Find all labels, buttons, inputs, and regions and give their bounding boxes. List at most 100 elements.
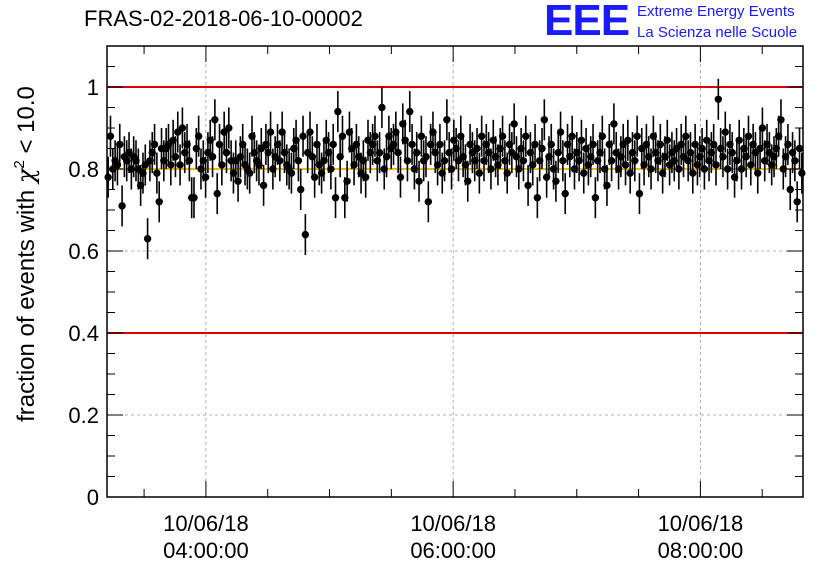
- data-point: [552, 177, 560, 185]
- data-point: [744, 132, 753, 140]
- data-point: [211, 116, 219, 124]
- logo-line-2: La Scienza nelle Scuole: [637, 24, 798, 41]
- data-point: [266, 128, 275, 136]
- data-point: [561, 189, 569, 198]
- data-point: [568, 132, 576, 140]
- data-point: [375, 148, 384, 157]
- data-point: [118, 202, 126, 210]
- data-point: [408, 140, 416, 149]
- data-point: [714, 95, 723, 104]
- data-point: [143, 235, 152, 243]
- data-point: [167, 161, 175, 169]
- data-point: [475, 169, 484, 177]
- data-point: [415, 177, 423, 185]
- x-tick-label-time: 06:00:00: [410, 538, 496, 563]
- data-point: [417, 132, 426, 140]
- data-point: [503, 169, 511, 177]
- data-point: [675, 165, 683, 173]
- data-point: [155, 198, 163, 206]
- data-point: [473, 144, 481, 153]
- data-point: [728, 148, 736, 157]
- data-point: [106, 132, 115, 140]
- data-point: [498, 132, 507, 140]
- data-point: [510, 120, 518, 128]
- y-tick-label: 0: [87, 485, 99, 510]
- data-point: [327, 165, 335, 173]
- data-point: [610, 120, 618, 128]
- data-point: [371, 132, 379, 140]
- data-point: [647, 165, 655, 173]
- y-tick-label: 0.4: [68, 321, 99, 346]
- eee-logo: EEE Extreme Energy Events La Scienza nel…: [540, 0, 830, 48]
- data-point: [580, 169, 588, 177]
- plot-frame: [106, 45, 804, 498]
- data-point: [719, 153, 727, 161]
- data-point: [287, 169, 296, 177]
- data-point: [276, 157, 284, 165]
- x-tick-label-time: 08:00:00: [658, 538, 744, 563]
- eee-logo-mark: EEE: [544, 0, 630, 45]
- data-point: [689, 169, 697, 177]
- data-point: [259, 181, 268, 190]
- data-point: [201, 173, 210, 181]
- data-point: [185, 157, 194, 165]
- data-point: [531, 140, 539, 149]
- y-axis-label-sup: 2: [11, 160, 28, 168]
- y-axis-label-suffix: < 10.0: [13, 86, 40, 160]
- data-point: [150, 140, 159, 149]
- data-point: [436, 140, 444, 149]
- data-point: [798, 169, 806, 177]
- data-point: [786, 185, 794, 194]
- data-point: [334, 107, 342, 116]
- data-point: [633, 132, 641, 140]
- x-axis-ticks: 10/06/1804:00:0010/06/1806:00:0010/06/18…: [143, 46, 763, 563]
- data-point: [522, 132, 530, 140]
- data-point: [524, 181, 532, 190]
- data-point: [297, 185, 305, 194]
- data-point: [422, 153, 430, 161]
- data-point: [754, 169, 762, 177]
- data-point: [464, 177, 472, 185]
- data-point: [225, 124, 233, 132]
- data-point: [104, 173, 112, 181]
- data-point: [178, 124, 187, 132]
- y-tick-label: 0.6: [68, 239, 99, 264]
- data-point: [176, 161, 184, 169]
- x-tick-label-date: 10/06/18: [658, 511, 744, 536]
- data-point: [624, 136, 632, 144]
- data-point: [556, 128, 565, 136]
- data-point: [299, 132, 307, 140]
- data-point: [598, 132, 607, 140]
- grid-lines: [107, 46, 803, 497]
- data-point: [222, 148, 231, 157]
- data-point: [656, 140, 665, 149]
- logo-line-1: Extreme Energy Events: [637, 3, 795, 20]
- data-point: [777, 116, 785, 124]
- data-point: [538, 144, 546, 153]
- data-point: [477, 132, 486, 140]
- data-point: [153, 169, 161, 177]
- data-point: [331, 194, 340, 202]
- data-point: [213, 189, 221, 198]
- data-point: [234, 177, 242, 185]
- data-point: [338, 132, 347, 140]
- data-point: [208, 153, 217, 161]
- reference-lines: [107, 86, 803, 334]
- data-point: [721, 128, 729, 136]
- data-point: [116, 140, 124, 149]
- data-point: [712, 161, 720, 169]
- y-tick-label: 0.2: [68, 403, 99, 428]
- data-point: [589, 140, 597, 149]
- y-tick-label: 0.8: [68, 157, 99, 182]
- data-point: [603, 181, 611, 190]
- data-point: [294, 157, 303, 165]
- chart-title: FRAS-02-2018-06-10-00002: [84, 6, 363, 31]
- data-point: [682, 132, 690, 140]
- y-axis-label-symbol: χ: [12, 167, 40, 185]
- data-point: [406, 107, 414, 116]
- data-point: [447, 165, 456, 173]
- y-axis-label-prefix: fraction of events with: [13, 183, 40, 422]
- data-point: [378, 103, 386, 112]
- data-point: [301, 230, 310, 239]
